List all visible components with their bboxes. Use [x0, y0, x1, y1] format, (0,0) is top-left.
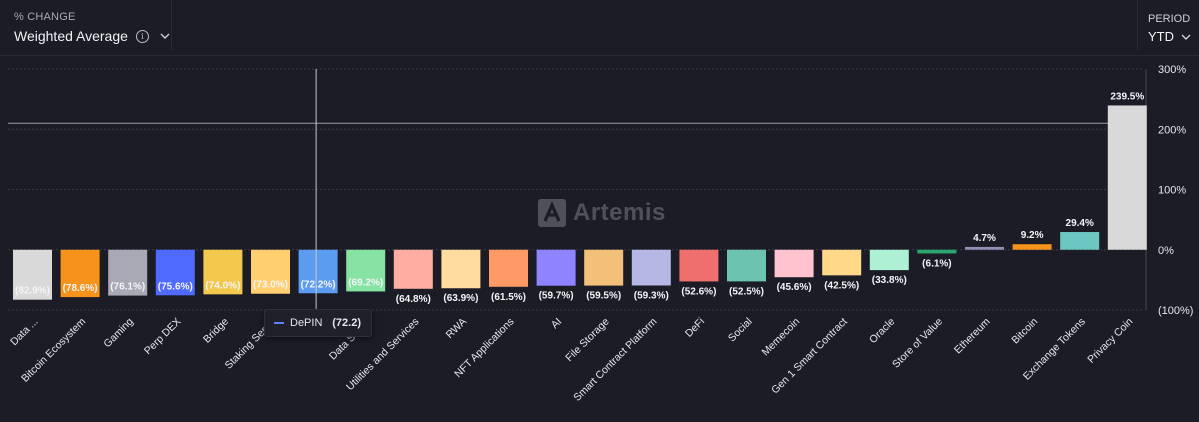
- data-label: (73.0%): [253, 280, 288, 291]
- bar: [393, 249, 433, 289]
- bar: [489, 249, 528, 287]
- data-label: (72.2%): [301, 279, 336, 290]
- bar: [917, 249, 957, 254]
- bar: [727, 249, 766, 282]
- y-tick-label: (100%): [1158, 305, 1193, 317]
- tooltip-series: DePIN: [290, 317, 323, 329]
- bar: [631, 249, 671, 286]
- x-tick-label: Smart Contract Platform: [571, 315, 659, 403]
- bar: [155, 249, 195, 296]
- bar: [441, 249, 481, 289]
- bar: [346, 249, 386, 292]
- x-tick-label: Bridge: [201, 316, 231, 346]
- data-label: (59.3%): [634, 290, 669, 301]
- x-tick-label: Oracle: [867, 316, 897, 346]
- period-selector: PERIOD YTD: [1137, 0, 1199, 50]
- data-label: (64.8%): [396, 294, 431, 305]
- data-label: (63.9%): [443, 293, 478, 304]
- y-axis-labels: 300% 200% 100% 0% (100%): [1158, 64, 1193, 317]
- data-label: (59.5%): [586, 291, 621, 302]
- y-tick-label: 0%: [1158, 245, 1174, 257]
- tooltip-swatch: [274, 322, 284, 324]
- bar: [108, 249, 148, 296]
- data-label: (82.9%): [15, 286, 50, 297]
- x-tick-label: Bitcoin: [1009, 316, 1040, 347]
- x-tick-label: File Storage: [563, 316, 612, 365]
- data-label: (45.6%): [777, 282, 812, 293]
- period-label: PERIOD: [1148, 13, 1191, 25]
- data-label: (61.5%): [491, 292, 526, 303]
- tooltip-value: (72.2): [332, 317, 361, 329]
- bar: [298, 249, 338, 294]
- bar: [203, 249, 243, 295]
- value-labels: (82.9%) (78.6%) (76.1%) (75.6%) (74.0%) (73.0…: [15, 91, 1144, 304]
- data-label: 9.2%: [1021, 230, 1044, 241]
- y-tick-label: 200%: [1158, 124, 1186, 136]
- bar: [1107, 105, 1147, 250]
- data-label: (52.6%): [681, 286, 716, 297]
- x-tick-label: AI: [549, 316, 565, 332]
- data-label: (59.7%): [539, 291, 574, 302]
- bar: [679, 249, 719, 282]
- y-tick-label: 100%: [1158, 185, 1186, 197]
- metric-value: Weighted Average: [14, 28, 128, 44]
- y-tick-label: 300%: [1158, 64, 1186, 76]
- bar: [1012, 244, 1052, 250]
- bar: [869, 249, 909, 271]
- chevron-down-icon: [160, 33, 170, 39]
- info-icon[interactable]: i: [135, 29, 149, 43]
- gridlines: [8, 68, 1147, 311]
- bar: [536, 249, 576, 286]
- data-label: (6.1%): [922, 258, 951, 269]
- bar: [965, 246, 1004, 250]
- data-label: 29.4%: [1066, 218, 1094, 229]
- watermark: Artemis: [537, 198, 666, 228]
- data-label: (74.0%): [205, 280, 240, 291]
- chart-header: % CHANGE Weighted Average i PERIOD YTD: [0, 0, 1199, 56]
- data-label: (78.6%): [63, 283, 98, 294]
- bars: [13, 105, 1147, 300]
- data-label: (69.2%): [348, 277, 383, 288]
- bar: [822, 249, 862, 276]
- hover-tooltip: DePIN (72.2): [264, 309, 372, 337]
- x-axis-labels: Data ...Bitcoin Ecosystem Gaming Perp DEX B…: [8, 315, 1135, 403]
- x-tick-label: Perp DEX: [142, 316, 183, 357]
- data-label: 4.7%: [973, 233, 996, 244]
- x-tick-label: Store of Value: [890, 316, 945, 371]
- bar: [251, 249, 290, 294]
- x-tick-label: DeFi: [683, 316, 707, 340]
- x-tick-label: Data ...: [8, 316, 40, 348]
- x-tick-label: Privacy Coin: [1085, 316, 1135, 366]
- metric-selector: % CHANGE Weighted Average i: [0, 0, 172, 50]
- chevron-down-icon: [1181, 34, 1191, 40]
- metric-dropdown[interactable]: Weighted Average i: [14, 28, 170, 44]
- bar: [1060, 232, 1100, 250]
- data-label: (33.8%): [872, 275, 907, 286]
- x-tick-label: Memecoin: [759, 316, 802, 359]
- bar: [13, 249, 52, 300]
- period-value: YTD: [1148, 29, 1174, 44]
- x-tick-label: Gaming: [101, 316, 136, 351]
- x-tick-label: RWA: [444, 316, 469, 341]
- bar: [60, 249, 100, 298]
- bar: [774, 249, 814, 278]
- x-tick-label: Social: [726, 316, 755, 345]
- watermark-text: Artemis: [573, 199, 666, 226]
- data-label: (42.5%): [824, 280, 859, 291]
- data-label: (76.1%): [110, 282, 145, 293]
- data-label: 239.5%: [1110, 91, 1144, 102]
- data-label: (75.6%): [158, 281, 193, 292]
- data-label: (52.5%): [729, 286, 764, 297]
- period-dropdown[interactable]: YTD: [1148, 29, 1191, 44]
- artemis-logo-icon: [538, 199, 566, 227]
- x-tick-label: Ethereum: [952, 315, 993, 356]
- bar: [584, 249, 624, 286]
- metric-label: % CHANGE: [14, 11, 76, 23]
